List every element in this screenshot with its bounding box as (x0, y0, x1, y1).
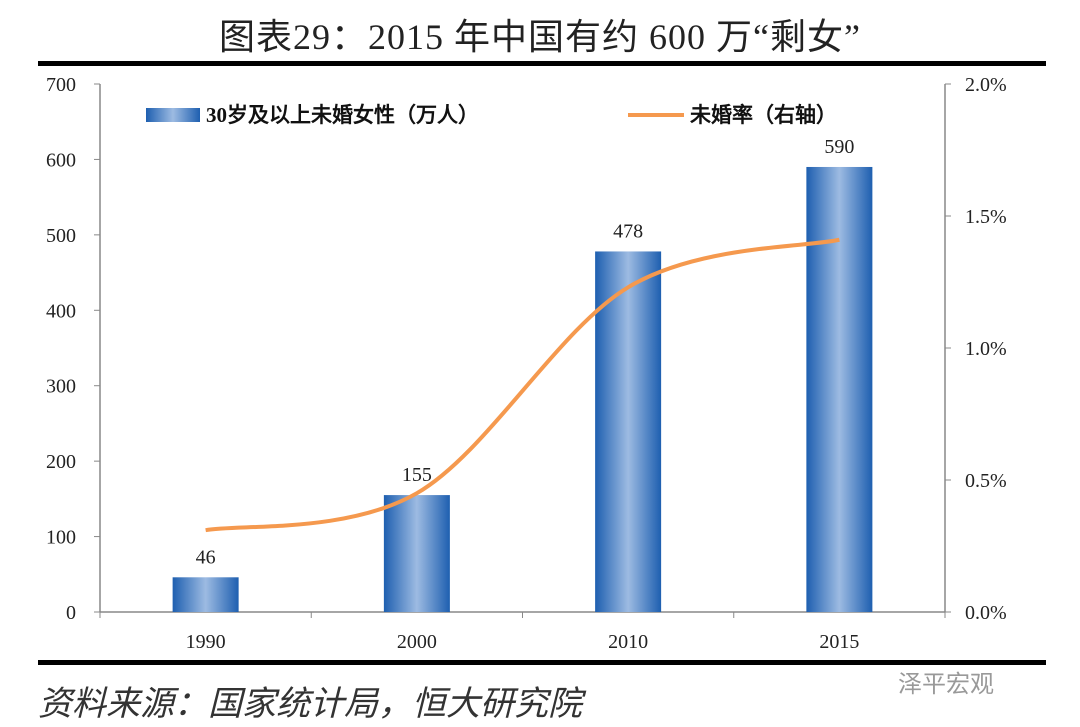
left-tick-label: 700 (46, 74, 76, 96)
bar-1990 (172, 577, 239, 612)
right-tick-label: 0.0% (965, 602, 1007, 624)
bottom-rule (38, 660, 1046, 665)
chart-title: 图表29：2015 年中国有约 600 万“剩女” (219, 17, 861, 57)
right-tick-label: 1.0% (965, 338, 1007, 360)
bar-data-label: 590 (824, 136, 854, 158)
source-note: 资料来源：国家统计局，恒大研究院 (38, 684, 582, 724)
right-tick-label: 1.5% (965, 206, 1007, 228)
right-tick-label: 0.5% (965, 470, 1007, 492)
left-tick-label: 300 (46, 376, 76, 398)
x-tick-label: 2000 (397, 631, 437, 653)
left-tick-label: 100 (46, 527, 76, 549)
bar-2000 (383, 495, 450, 612)
legend-bar-swatch (146, 108, 200, 122)
left-tick-label: 600 (46, 149, 76, 171)
bar-2015 (806, 166, 873, 612)
bar-data-label: 46 (196, 546, 216, 568)
legend-bar-label: 30岁及以上未婚女性（万人） (206, 103, 479, 127)
bar-data-label: 478 (613, 220, 643, 242)
left-tick-label: 400 (46, 300, 76, 322)
right-tick-label: 2.0% (965, 74, 1007, 96)
left-tick-label: 0 (66, 602, 76, 624)
watermark: 泽平宏观 (898, 670, 994, 698)
x-tick-label: 2010 (608, 631, 648, 653)
legend-line-label: 未婚率（右轴） (690, 103, 837, 127)
top-rule (38, 61, 1046, 66)
left-tick-label: 500 (46, 225, 76, 247)
left-tick-label: 200 (46, 451, 76, 473)
x-tick-label: 2015 (819, 631, 859, 653)
x-tick-label: 1990 (186, 631, 226, 653)
bar-data-label: 155 (402, 464, 432, 486)
line-series-unmarried-rate (205, 237, 840, 533)
bar-2010 (595, 251, 662, 613)
legend: 30岁及以上未婚女性（万人） 未婚率（右轴） (146, 103, 837, 127)
